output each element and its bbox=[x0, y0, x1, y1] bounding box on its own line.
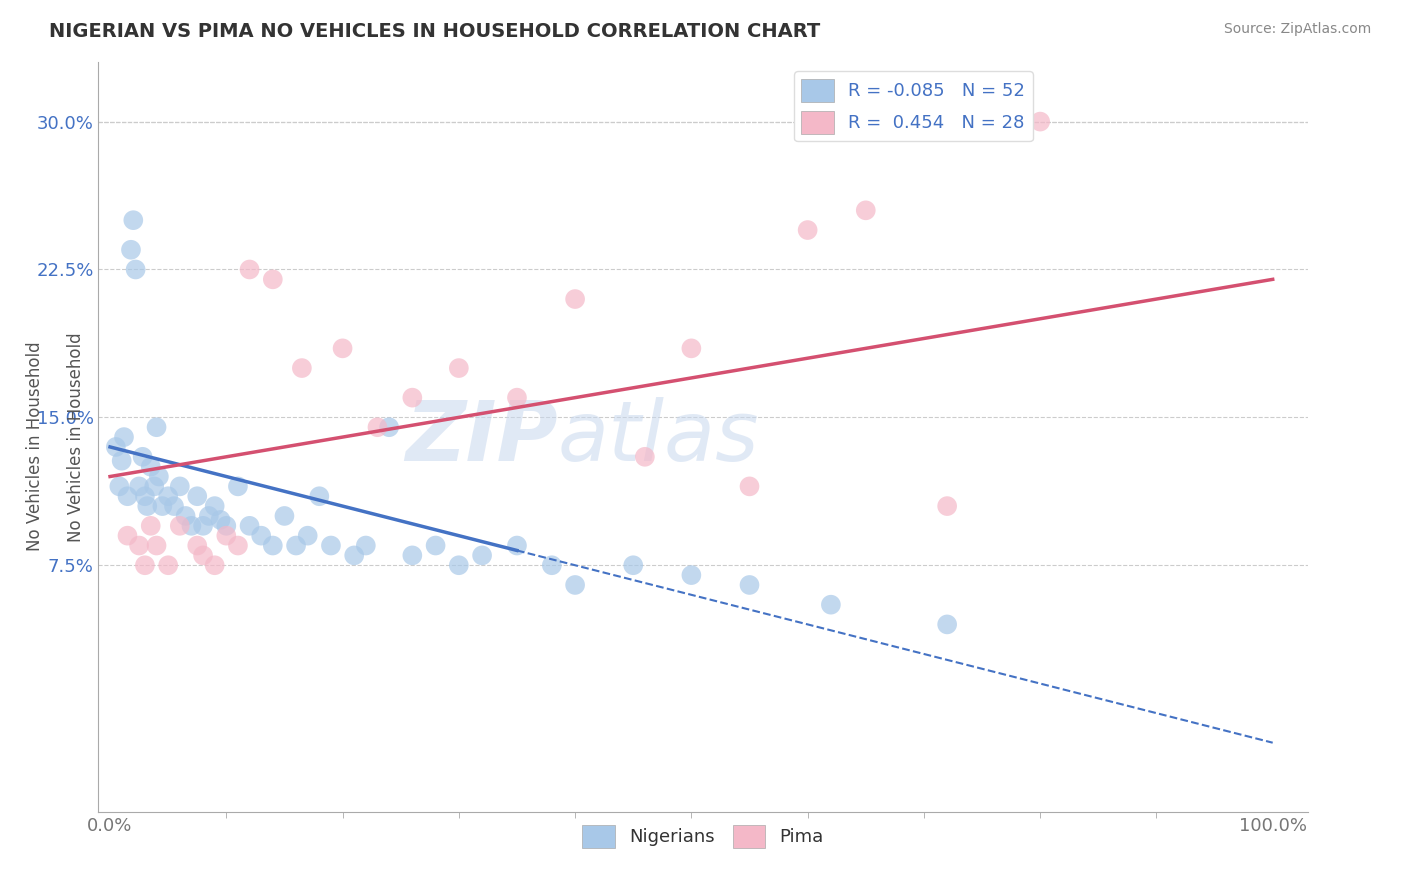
Point bbox=[226, 479, 249, 493]
Point bbox=[332, 342, 354, 356]
Point bbox=[506, 539, 529, 553]
Point bbox=[131, 450, 153, 464]
Point bbox=[262, 272, 284, 286]
Point bbox=[122, 213, 145, 227]
Point bbox=[136, 499, 159, 513]
Point bbox=[204, 558, 226, 573]
Point bbox=[285, 539, 308, 553]
Point bbox=[163, 499, 186, 513]
Point bbox=[506, 391, 529, 405]
Point bbox=[134, 489, 156, 503]
Point bbox=[447, 361, 470, 376]
Point bbox=[186, 489, 208, 503]
Point bbox=[1029, 114, 1052, 128]
Point bbox=[564, 578, 586, 592]
Point bbox=[157, 489, 180, 503]
Point bbox=[169, 518, 191, 533]
Y-axis label: No Vehicles in Household: No Vehicles in Household bbox=[66, 332, 84, 542]
Point bbox=[262, 539, 284, 553]
Point bbox=[366, 420, 388, 434]
Point bbox=[401, 391, 423, 405]
Point bbox=[191, 549, 214, 563]
Point bbox=[134, 558, 156, 573]
Point bbox=[540, 558, 562, 573]
Point bbox=[120, 243, 142, 257]
Point bbox=[226, 539, 249, 553]
Point bbox=[681, 342, 703, 356]
Point bbox=[738, 578, 761, 592]
Point bbox=[186, 539, 208, 553]
Text: No Vehicles in Household: No Vehicles in Household bbox=[27, 341, 44, 551]
Point bbox=[343, 549, 366, 563]
Point bbox=[112, 430, 135, 444]
Point bbox=[855, 203, 877, 218]
Point bbox=[209, 513, 232, 527]
Point bbox=[198, 508, 221, 523]
Point bbox=[139, 459, 162, 474]
Point bbox=[319, 539, 342, 553]
Point bbox=[117, 529, 139, 543]
Point bbox=[354, 539, 377, 553]
Text: NIGERIAN VS PIMA NO VEHICLES IN HOUSEHOLD CORRELATION CHART: NIGERIAN VS PIMA NO VEHICLES IN HOUSEHOL… bbox=[49, 22, 821, 41]
Point bbox=[936, 617, 959, 632]
Point bbox=[308, 489, 330, 503]
Point bbox=[204, 499, 226, 513]
Point bbox=[425, 539, 447, 553]
Text: Source: ZipAtlas.com: Source: ZipAtlas.com bbox=[1223, 22, 1371, 37]
Point bbox=[145, 539, 167, 553]
Point bbox=[820, 598, 842, 612]
Point bbox=[564, 292, 586, 306]
Point bbox=[117, 489, 139, 503]
Point bbox=[239, 518, 262, 533]
Point bbox=[111, 454, 134, 468]
Point bbox=[250, 529, 273, 543]
Text: ZIP: ZIP bbox=[405, 397, 558, 477]
Point bbox=[150, 499, 173, 513]
Point bbox=[104, 440, 127, 454]
Point bbox=[145, 420, 167, 434]
Point bbox=[191, 518, 214, 533]
Point bbox=[738, 479, 761, 493]
Point bbox=[215, 529, 238, 543]
Point bbox=[621, 558, 644, 573]
Point bbox=[447, 558, 470, 573]
Point bbox=[471, 549, 494, 563]
Legend: Nigerians, Pima: Nigerians, Pima bbox=[575, 817, 831, 855]
Point bbox=[239, 262, 262, 277]
Point bbox=[796, 223, 818, 237]
Point bbox=[401, 549, 423, 563]
Point bbox=[128, 479, 150, 493]
Point bbox=[108, 479, 131, 493]
Point bbox=[180, 518, 202, 533]
Point bbox=[273, 508, 295, 523]
Point bbox=[143, 479, 166, 493]
Point bbox=[124, 262, 146, 277]
Point bbox=[297, 529, 319, 543]
Point bbox=[215, 518, 238, 533]
Point bbox=[634, 450, 657, 464]
Point bbox=[148, 469, 170, 483]
Point bbox=[378, 420, 401, 434]
Point bbox=[291, 361, 314, 376]
Point bbox=[174, 508, 197, 523]
Text: atlas: atlas bbox=[558, 397, 759, 477]
Point bbox=[139, 518, 162, 533]
Point bbox=[681, 568, 703, 582]
Point bbox=[936, 499, 959, 513]
Point bbox=[157, 558, 180, 573]
Point bbox=[128, 539, 150, 553]
Point bbox=[169, 479, 191, 493]
